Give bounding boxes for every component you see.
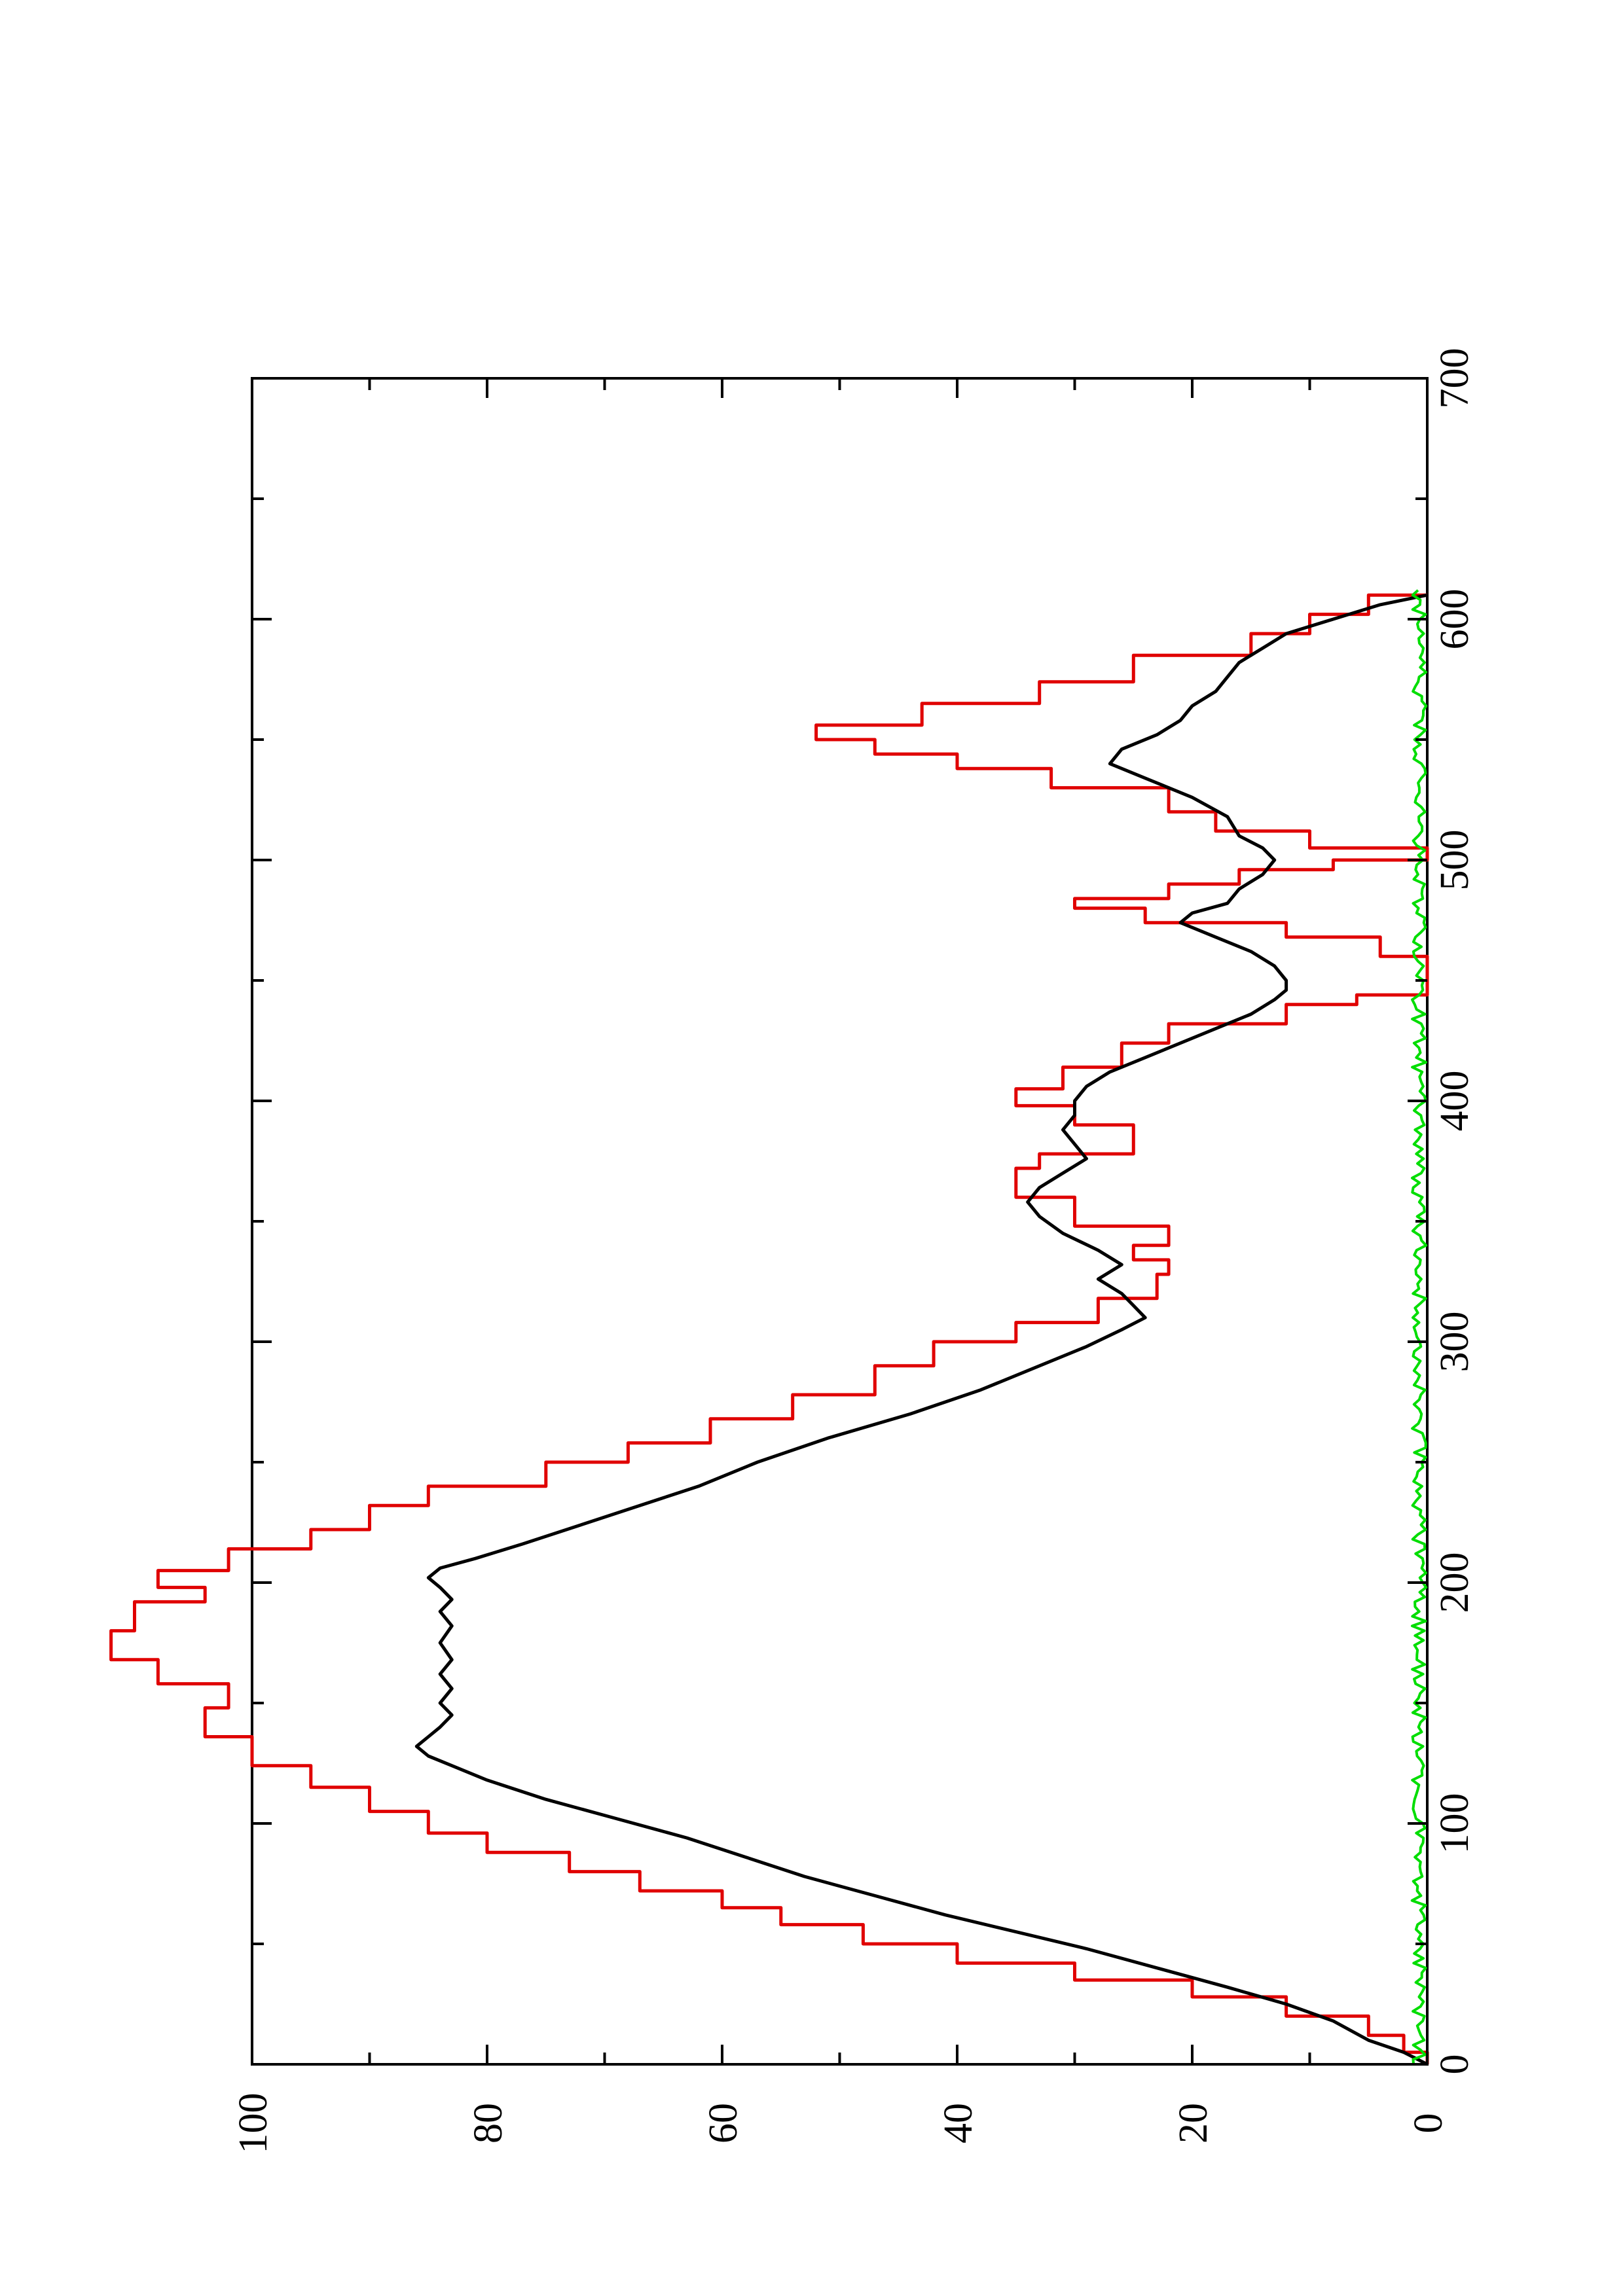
series-line-3 [1410, 589, 1428, 2065]
x-tick-label: 300 [1432, 1312, 1477, 1372]
y-tick-label: 100 [231, 2093, 276, 2154]
y-tick-label: 40 [936, 2103, 981, 2144]
series-line-2 [414, 593, 1429, 2066]
y-tick-label: 0 [1406, 2113, 1451, 2134]
y-tick-label: 60 [701, 2103, 746, 2144]
y-tick-label: 80 [466, 2103, 511, 2144]
x-tick-label: 100 [1432, 1793, 1477, 1854]
x-tick-label: 200 [1432, 1552, 1477, 1613]
x-tick-label: 700 [1432, 348, 1477, 409]
series-layer [109, 589, 1429, 2066]
axis-layer: 0 100 200 300 400 500 600 700 0 20 40 60 80 100 [231, 348, 1477, 2154]
x-tick-label: 0 [1432, 2054, 1477, 2075]
series-line-1 [109, 593, 1429, 2064]
x-tick-label: 600 [1432, 589, 1477, 650]
x-tick-label: 500 [1432, 830, 1477, 891]
y-tick-label: 20 [1171, 2103, 1216, 2144]
x-tick-label: 400 [1432, 1071, 1477, 1132]
